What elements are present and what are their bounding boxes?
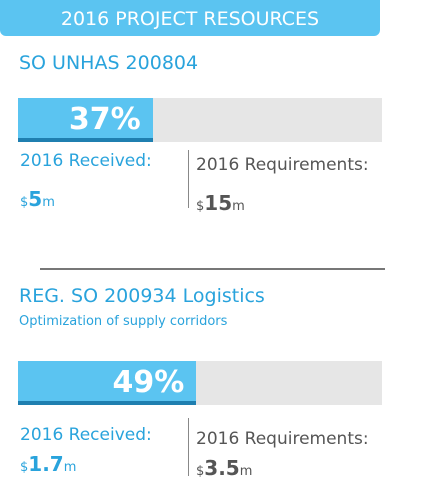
percent-label: 37% [68, 102, 141, 137]
progress-track: 37% [18, 98, 382, 142]
requirements-label: 2016 Requirements: [196, 155, 369, 175]
unit: m [232, 199, 245, 214]
amount: 5 [28, 187, 43, 211]
requirements-label: 2016 Requirements: [196, 429, 369, 449]
requirements-amount: $15m [196, 191, 245, 215]
amount: 15 [204, 191, 233, 215]
divider [188, 418, 189, 476]
header-title: 2016 PROJECT RESOURCES [0, 0, 380, 36]
unit: m [239, 464, 253, 479]
unit: m [42, 195, 55, 210]
received-amount: $5m [20, 187, 55, 211]
currency: $ [20, 195, 29, 210]
requirements-amount: $3.5m [196, 456, 252, 480]
received-label: 2016 Received: [20, 151, 152, 171]
project-subtitle: Optimization of supply corridors [19, 314, 228, 329]
progress-fill [18, 98, 153, 142]
unit: m [63, 460, 77, 475]
project-name: REG. SO 200934 Logistics [19, 285, 265, 307]
amount: 1.7 [28, 452, 64, 476]
percent-label: 49% [112, 365, 185, 400]
project-name: SO UNHAS 200804 [19, 52, 199, 74]
progress-fill [18, 361, 197, 405]
received-amount: $1.7m [20, 452, 76, 476]
currency: $ [196, 464, 205, 479]
amount: 3.5 [204, 456, 240, 480]
currency: $ [196, 199, 205, 214]
separator [40, 268, 385, 270]
divider [188, 150, 189, 208]
received-label: 2016 Received: [20, 425, 152, 445]
currency: $ [20, 460, 29, 475]
progress-track: 49% [18, 361, 382, 405]
